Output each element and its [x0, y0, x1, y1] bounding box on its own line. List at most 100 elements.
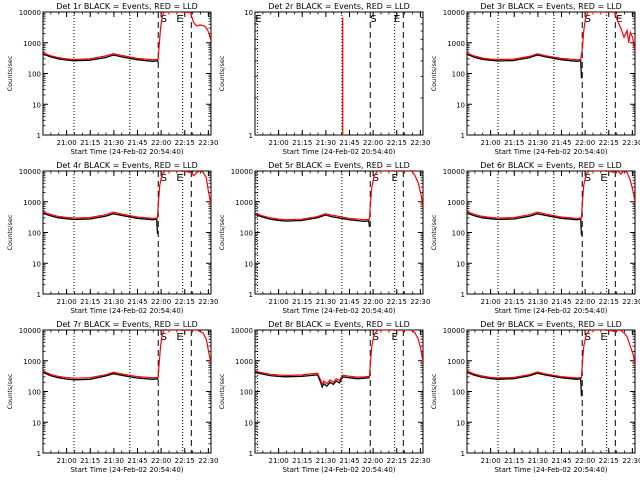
annotation-label: S — [373, 332, 379, 343]
x-tick-label: 21:15 — [504, 457, 524, 465]
x-axis-label: Start Time (24-Feb-02 20:54:40) — [494, 148, 607, 156]
x-tick-label: 21:00 — [481, 457, 501, 465]
x-tick-label: 21:15 — [80, 457, 100, 465]
y-axis-label: Counts/sec — [218, 214, 226, 250]
plot-frame — [42, 329, 212, 454]
y-tick-label: 1 — [37, 132, 41, 140]
panel-det-8: Det 8r BLACK = Events, RED = LLD Counts/s… — [218, 320, 430, 474]
y-tick-label: 1 — [249, 291, 253, 299]
y-tick-label: 10 — [244, 419, 253, 427]
x-tick-label: 22:00 — [575, 457, 595, 465]
x-tick-label: 21:30 — [104, 457, 124, 465]
x-tick-label: 21:15 — [292, 298, 312, 306]
x-axis-label: Start Time (24-Feb-02 20:54:40) — [494, 307, 607, 315]
x-tick-label: 22:30 — [198, 139, 218, 147]
y-tick-label: 1 — [249, 132, 253, 140]
y-tick-label: 10000 — [19, 327, 41, 335]
x-tick-label: 21:15 — [292, 457, 312, 465]
y-tick-label: 100 — [240, 389, 253, 397]
y-tick-label: 1 — [461, 291, 465, 299]
x-tick-label: 22:00 — [151, 139, 171, 147]
x-axis-label: Start Time (24-Feb-02 20:54:40) — [70, 466, 183, 474]
x-tick-label: 21:15 — [504, 298, 524, 306]
y-tick-label: 100 — [240, 230, 253, 238]
y-tick-label: 100 — [28, 230, 41, 238]
x-tick-label: 22:15 — [387, 298, 407, 306]
x-tick-label: 22:30 — [198, 298, 218, 306]
x-tick-label: 21:00 — [481, 139, 501, 147]
x-tick-label: 21:30 — [104, 139, 124, 147]
annotation-label: S — [585, 332, 591, 343]
y-tick-label: 1 — [461, 450, 465, 458]
series-lld-line — [255, 330, 423, 386]
x-tick-label: 21:15 — [80, 139, 100, 147]
chart-title: Det 8r BLACK = Events, RED = LLD — [268, 320, 410, 329]
x-axis-label: Start Time (24-Feb-02 20:54:40) — [70, 307, 183, 315]
annotation-label: E — [394, 14, 400, 25]
y-tick-label: 10000 — [19, 168, 41, 176]
chart-title: Det 1r BLACK = Events, RED = LLD — [56, 2, 198, 11]
annotation-label: E — [391, 173, 397, 184]
annotation-label: S — [585, 14, 591, 25]
x-tick-label: 22:30 — [198, 457, 218, 465]
annotation-label: S — [161, 14, 167, 25]
chart-title: Det 7r BLACK = Events, RED = LLD — [56, 320, 198, 329]
y-tick-label: 1 — [37, 291, 41, 299]
x-tick-label: 22:00 — [363, 298, 383, 306]
x-tick-label: 22:30 — [410, 298, 430, 306]
y-tick-label: 10000 — [231, 327, 253, 335]
x-tick-label: 21:30 — [528, 457, 548, 465]
y-axis-label: Counts/sec — [430, 55, 438, 91]
y-tick-label: 10000 — [231, 168, 253, 176]
annotation-label: S — [161, 173, 167, 184]
y-axis-label: Counts/sec — [6, 55, 14, 91]
y-tick-label: 10 — [32, 101, 41, 109]
plot-frame — [254, 329, 424, 454]
x-tick-label: 21:30 — [316, 139, 336, 147]
x-tick-label: 21:45 — [551, 139, 571, 147]
x-tick-label: 22:00 — [363, 457, 383, 465]
series-events-line — [467, 212, 583, 236]
x-tick-label: 21:45 — [339, 139, 359, 147]
series-events-line — [43, 371, 159, 381]
plot-frame — [466, 170, 636, 295]
x-tick-label: 21:00 — [57, 457, 77, 465]
annotation-label: E — [176, 332, 182, 343]
x-tick-label: 21:15 — [80, 298, 100, 306]
y-axis-label: Counts/sec — [218, 373, 226, 409]
x-axis-label: Start Time (24-Feb-02 20:54:40) — [70, 148, 183, 156]
x-tick-label: 21:45 — [339, 457, 359, 465]
series-lld-line — [255, 171, 423, 221]
plot-frame — [466, 11, 636, 136]
annotation-label: E — [255, 14, 261, 25]
y-tick-label: 1 — [249, 450, 253, 458]
series-lld-line — [43, 330, 211, 379]
y-tick-label: 10000 — [443, 9, 465, 17]
annotation-label: E — [391, 332, 397, 343]
annotation-label: E — [600, 332, 606, 343]
x-tick-label: 22:15 — [599, 298, 619, 306]
chart-title: Det 3r BLACK = Events, RED = LLD — [480, 2, 622, 11]
x-tick-label: 22:15 — [175, 457, 195, 465]
y-tick-label: 10 — [32, 260, 41, 268]
series-events-line — [467, 53, 583, 79]
x-tick-label: 21:00 — [481, 298, 501, 306]
y-axis-label: Counts/sec — [6, 214, 14, 250]
x-tick-label: 22:00 — [363, 139, 383, 147]
panel-det-7: Det 7r BLACK = Events, RED = LLD Counts/s… — [6, 320, 218, 474]
x-tick-label: 21:45 — [127, 457, 147, 465]
x-tick-label: 22:00 — [575, 139, 595, 147]
x-tick-label: 22:15 — [175, 139, 195, 147]
panel-det-6: Det 6r BLACK = Events, RED = LLD Counts/s… — [430, 161, 640, 315]
x-tick-label: 21:45 — [339, 298, 359, 306]
x-tick-label: 22:30 — [622, 139, 640, 147]
x-axis-label: Start Time (24-Feb-02 20:54:40) — [282, 148, 395, 156]
x-tick-label: 21:45 — [551, 457, 571, 465]
y-tick-label: 10000 — [443, 168, 465, 176]
y-tick-label: 10000 — [443, 327, 465, 335]
series-events-line — [255, 371, 370, 389]
plot-frame — [42, 170, 212, 295]
y-tick-label: 100 — [452, 389, 465, 397]
x-tick-label: 22:00 — [575, 298, 595, 306]
y-tick-label: 100 — [452, 230, 465, 238]
